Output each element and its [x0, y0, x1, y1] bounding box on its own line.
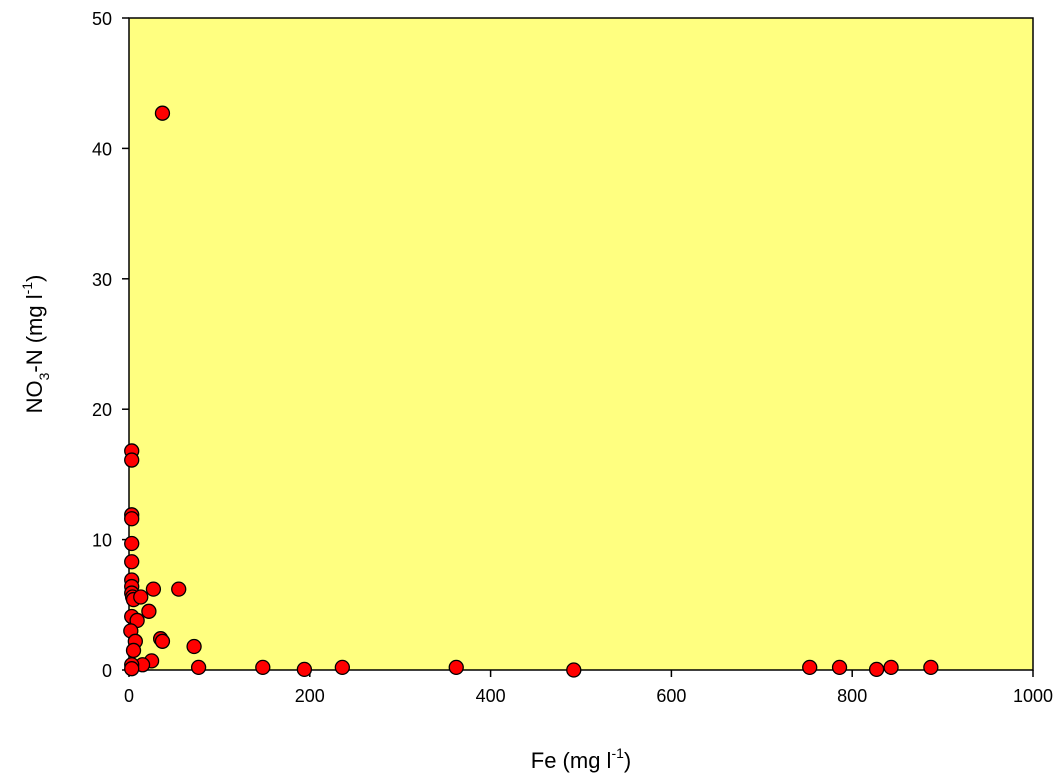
x-tick-label: 1000	[1013, 686, 1053, 706]
data-point	[831, 659, 848, 676]
data-point	[883, 659, 899, 676]
plot-area	[128, 17, 1034, 671]
data-point	[141, 603, 157, 619]
data-point	[186, 638, 202, 655]
x-tick-label: 400	[476, 686, 506, 706]
data-point	[124, 511, 140, 527]
y-tick-label: 30	[92, 270, 112, 290]
data-point	[124, 554, 140, 570]
y-axis-ticks: 0 10 20 30 40 50	[92, 9, 129, 681]
y-tick-label: 10	[92, 531, 112, 551]
x-tick-label: 200	[295, 686, 325, 706]
data-point	[868, 661, 885, 677]
data-point	[154, 105, 171, 121]
data-point	[802, 659, 818, 676]
data-point	[145, 581, 162, 597]
data-point	[334, 659, 350, 676]
data-point	[255, 659, 271, 676]
data-point	[124, 452, 140, 468]
data-point	[190, 659, 207, 676]
y-tick-label: 20	[92, 400, 112, 420]
data-points	[123, 105, 939, 678]
x-axis-title: Fe (mg l-1)	[531, 745, 631, 773]
data-point	[125, 642, 142, 659]
data-point	[154, 633, 171, 649]
data-point	[124, 661, 140, 677]
y-tick-label: 40	[92, 139, 112, 159]
data-point	[124, 535, 140, 552]
y-tick-label: 50	[92, 9, 112, 29]
x-tick-label: 800	[837, 686, 867, 706]
x-axis-ticks: 0 200 400 600 800 1000	[124, 670, 1053, 706]
x-tick-label: 0	[124, 686, 134, 706]
x-tick-label: 600	[656, 686, 686, 706]
data-point	[171, 581, 187, 597]
y-axis-title: NO3-N (mg l-1)	[19, 275, 52, 414]
y-tick-label: 0	[102, 661, 112, 681]
data-point	[296, 661, 313, 677]
data-point	[448, 659, 464, 676]
data-point	[133, 589, 149, 605]
data-point	[923, 659, 939, 676]
data-point	[566, 662, 582, 678]
